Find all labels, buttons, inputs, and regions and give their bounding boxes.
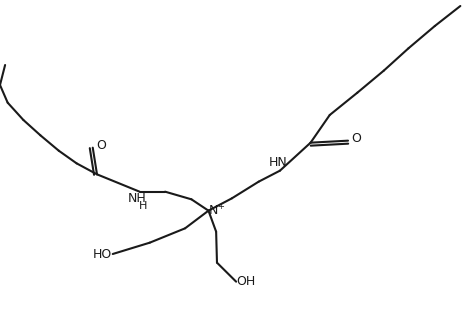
- Text: O: O: [351, 132, 361, 145]
- Text: HO: HO: [93, 248, 112, 260]
- Text: N: N: [209, 204, 218, 217]
- Text: +: +: [217, 202, 224, 211]
- Text: HN: HN: [269, 156, 287, 169]
- Text: NH: NH: [128, 192, 147, 205]
- Text: H: H: [139, 201, 148, 211]
- Text: OH: OH: [236, 275, 256, 288]
- Text: O: O: [96, 139, 106, 152]
